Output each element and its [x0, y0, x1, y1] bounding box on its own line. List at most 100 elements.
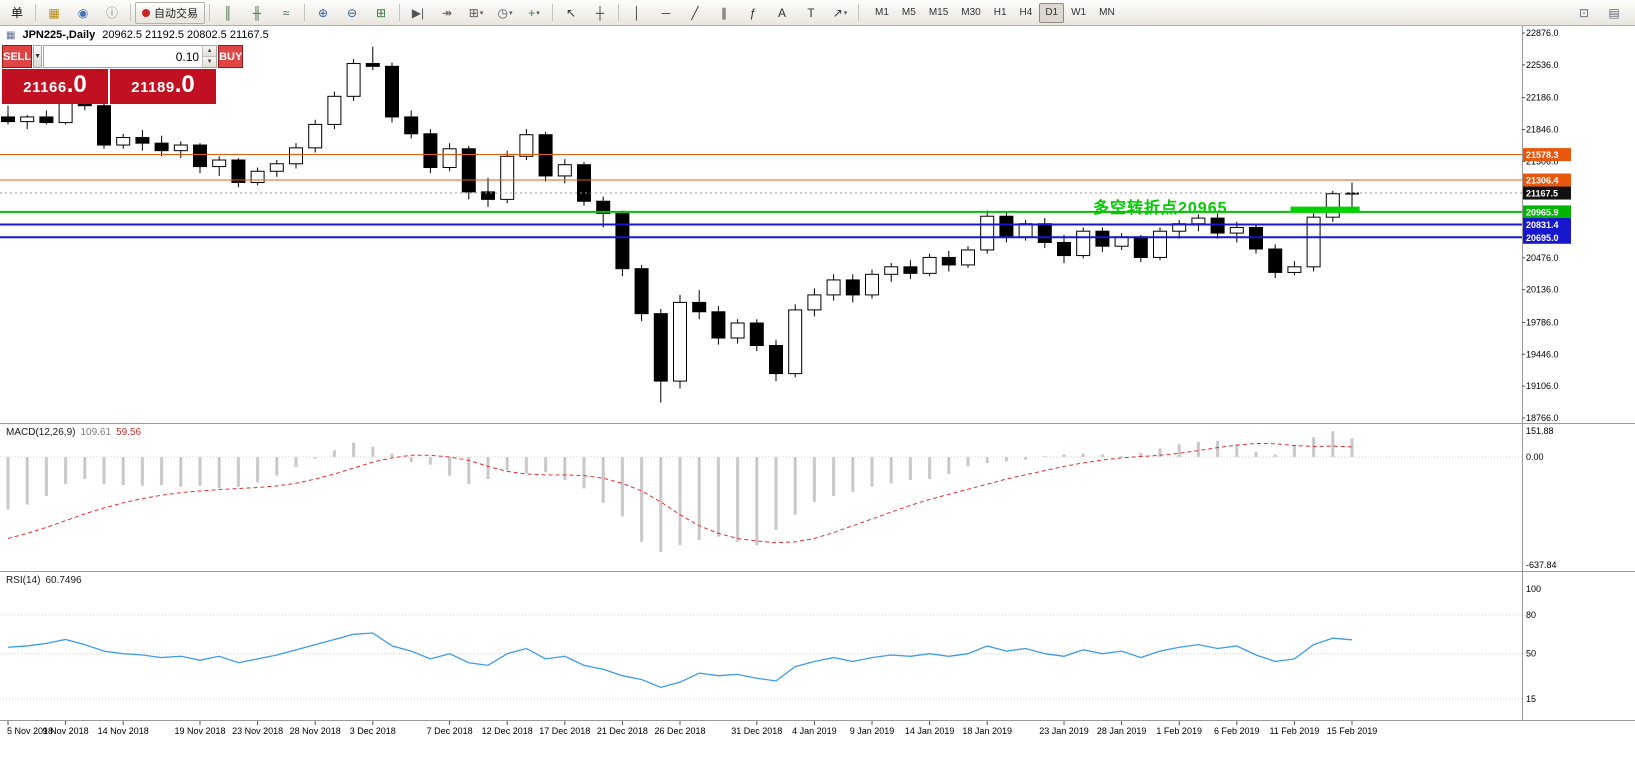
candle-body [519, 134, 534, 157]
svg-text:14 Nov 2018: 14 Nov 2018 [98, 726, 149, 736]
svg-text:20136.0: 20136.0 [1526, 285, 1559, 295]
candle-body [1229, 226, 1244, 234]
candle-body [154, 142, 169, 152]
sell-button[interactable]: SELL [2, 45, 33, 68]
svg-text:1 Feb 2019: 1 Feb 2019 [1156, 726, 1202, 736]
cursor-icon[interactable]: ↖ [565, 5, 577, 20]
charts-window-icon[interactable]: ▦ [48, 5, 60, 20]
timeframe-m1[interactable]: M1 [875, 7, 889, 18]
timeframe-h4[interactable]: H4 [1019, 7, 1033, 18]
candle-body [116, 137, 131, 146]
crosshair-icon[interactable]: ┼ [595, 5, 605, 20]
zoom-in-icon[interactable]: ⊕ [317, 5, 329, 20]
candle-body [365, 63, 380, 67]
macd-indicator-label: MACD(12,26,9) 109.61 59.56 [6, 427, 141, 438]
timeframe-m15[interactable]: M15 [928, 7, 949, 18]
svg-text:11 Feb 2019: 11 Feb 2019 [1269, 726, 1319, 736]
toolbar-separator [209, 4, 210, 21]
vertical-line-icon[interactable]: │ [633, 5, 641, 20]
candle-body [1, 116, 15, 123]
svg-text:80: 80 [1526, 610, 1536, 620]
trendline-icon[interactable]: ╱ [691, 5, 699, 20]
arrows-icon[interactable]: ↗ ▾ [832, 5, 848, 20]
zoom-out-icon[interactable]: ⊖ [346, 5, 358, 20]
candle-body [442, 148, 457, 169]
timeframe-m5[interactable]: M5 [901, 7, 916, 18]
candlestick-chart-icon[interactable]: ╫ [252, 5, 262, 20]
candle-body [577, 164, 591, 202]
periods-icon[interactable]: ◷ ▾ [497, 5, 513, 20]
candle-body [173, 144, 188, 152]
timeframe-m30[interactable]: M30 [961, 7, 981, 18]
candle-body [1325, 193, 1340, 218]
candle-body [1210, 217, 1225, 234]
order-options-button[interactable]: ▼ [33, 45, 43, 68]
svg-text:-637.84: -637.84 [1526, 560, 1557, 570]
line-chart-icon[interactable]: ≈ [282, 5, 290, 20]
candle-body [769, 344, 783, 375]
svg-text:18 Jan 2019: 18 Jan 2019 [962, 726, 1012, 736]
level-lines[interactable] [0, 154, 1522, 239]
candle-body [1306, 216, 1321, 268]
layout-icon[interactable]: ▤ [1608, 5, 1620, 20]
lot-decrease-button[interactable]: ▼ [203, 56, 217, 67]
candle-body [538, 134, 553, 177]
candle-body [749, 322, 764, 346]
buy-button[interactable]: BUY [218, 45, 244, 68]
timeframe-mn[interactable]: MN [1099, 7, 1115, 18]
candle-body [1133, 236, 1148, 258]
lot-size-input[interactable] [44, 46, 203, 67]
fibonacci-icon[interactable]: ƒ [749, 5, 757, 20]
new-order-button[interactable]: 单 [10, 6, 23, 20]
chart-annotation-text: 多空转折点20965 [1093, 200, 1228, 217]
candle-body [807, 294, 822, 311]
sell-price-button[interactable]: 21166 .0 [2, 69, 108, 104]
auto-scroll-icon[interactable]: ↠ [441, 5, 453, 20]
toolbar-separator [552, 4, 553, 21]
svg-text:5 Nov 2018: 5 Nov 2018 [7, 726, 53, 736]
candle-body [596, 200, 611, 214]
new-chart-icon[interactable]: ⊞ ▾ [468, 5, 484, 20]
bar-chart-icon[interactable]: ║ [223, 5, 233, 20]
candle-body [269, 163, 284, 172]
lot-increase-button[interactable]: ▲ [203, 46, 217, 56]
svg-text:19 Nov 2018: 19 Nov 2018 [174, 726, 225, 736]
candle-body [289, 147, 303, 165]
svg-text:19786.0: 19786.0 [1526, 317, 1559, 327]
rsi-panel[interactable] [0, 614, 1522, 700]
candle-body [692, 301, 707, 313]
candle-body [404, 116, 419, 135]
profile-icon[interactable]: ◉ [77, 5, 89, 20]
toolbar: 单 ▦ ◉ ⓘ 自动交易 ║ ╫ ≈ ⊕ ⊖ ⊞ ▶| ↠ ⊞ ▾ ◷ ▾ + ▾ ↖ ┼ │ ─ ╱ ∥ ƒ A T ↗ ▾ M1 M5 M1… [0, 0, 1635, 26]
timeframe-bar: M1 M5 M15 M30 H1 H4 D1 W1 MN [869, 2, 1121, 23]
candle-body [1287, 266, 1302, 273]
price-axis[interactable]: 22876.0 22536.0 22186.0 21846.0 21506.0 20476… [1522, 28, 1559, 704]
svg-text:17 Dec 2018: 17 Dec 2018 [539, 726, 590, 736]
autotrading-button[interactable]: 自动交易 [135, 1, 205, 24]
channel-icon[interactable]: ∥ [721, 5, 727, 20]
svg-text:22186.0: 22186.0 [1526, 93, 1559, 103]
macd-panel[interactable] [0, 431, 1522, 553]
timeframe-h1[interactable]: H1 [993, 7, 1007, 18]
horizontal-line-icon[interactable]: ─ [661, 5, 671, 20]
buy-price-button[interactable]: 21189 .0 [110, 69, 216, 104]
indicators-icon[interactable]: + ▾ [528, 5, 540, 20]
candle-body [1018, 223, 1033, 238]
timeframe-w1[interactable]: W1 [1071, 7, 1087, 18]
candles-layer [1, 46, 1359, 403]
search-icon[interactable]: ⊡ [1578, 5, 1590, 20]
candle-body [1057, 241, 1071, 257]
chart-title: ▦ JPN225-,Daily 20962.5 21192.5 20802.5 … [6, 29, 269, 41]
svg-text:21846.0: 21846.0 [1526, 124, 1559, 134]
tile-windows-icon[interactable]: ⊞ [375, 5, 387, 20]
chart-shift-icon[interactable]: ▶| [411, 5, 425, 20]
text-label-icon[interactable]: T [807, 5, 815, 20]
candle-body [231, 159, 246, 184]
toolbar-right-group: ⊡ ▤ [1570, 2, 1628, 24]
info-icon[interactable]: ⓘ [105, 6, 118, 20]
text-icon[interactable]: A [777, 5, 786, 20]
timeframe-d1[interactable]: D1 [1039, 2, 1065, 23]
candle-body [461, 148, 476, 193]
